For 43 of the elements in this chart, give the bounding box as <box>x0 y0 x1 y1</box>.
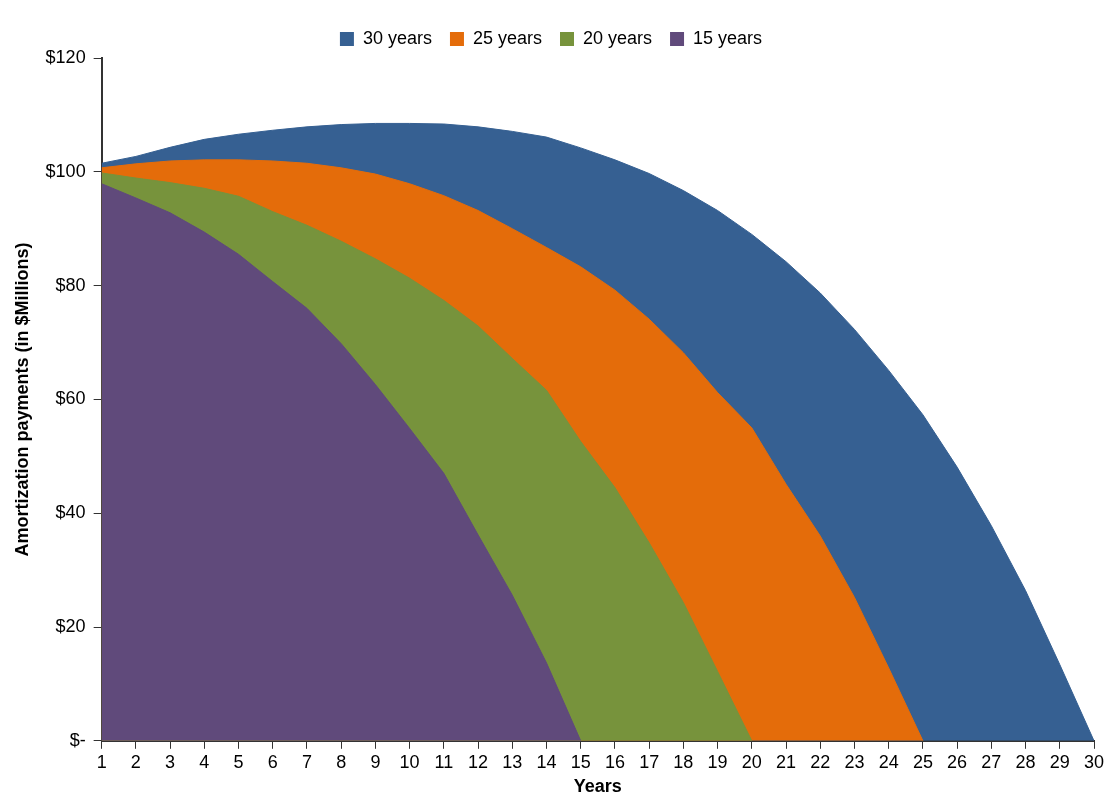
x-tick-label: 14 <box>536 751 557 772</box>
legend-label: 25 years <box>472 27 543 48</box>
x-tick-label: 7 <box>301 751 312 772</box>
x-tick-label: 28 <box>1015 751 1036 772</box>
x-tick-label: 12 <box>468 751 489 772</box>
x-tick-label: 17 <box>639 751 660 772</box>
legend-label: 30 years <box>362 27 432 48</box>
x-tick-label: 13 <box>502 751 523 772</box>
x-axis-title: Years <box>573 776 622 797</box>
x-tick-label: 23 <box>844 751 865 772</box>
x-tick-label: 30 <box>1083 751 1105 772</box>
x-tick-label: 27 <box>981 751 1002 772</box>
y-axis-title: Amortization payments (in $Millions) <box>11 242 32 557</box>
x-tick-label: 16 <box>604 751 625 772</box>
y-tick-label: $80 <box>55 274 86 295</box>
y-tick-label: $40 <box>55 502 86 523</box>
x-tick-label: 26 <box>947 751 968 772</box>
y-tick-label: $20 <box>55 615 86 636</box>
y-tick-label: $100 <box>45 160 86 181</box>
y-tick-label: $- <box>69 729 86 750</box>
x-tick-label: 21 <box>776 751 797 772</box>
legend-label: 20 years <box>583 27 653 48</box>
y-tick-label: $120 <box>45 46 86 67</box>
x-tick-label: 24 <box>878 751 899 772</box>
x-tick-label: 4 <box>199 751 210 772</box>
x-tick-label: 3 <box>165 751 176 772</box>
x-tick-label: 10 <box>399 751 420 772</box>
x-tick-label: 9 <box>370 751 381 772</box>
x-tick-label: 11 <box>434 751 454 772</box>
x-tick-label: 1 <box>96 751 107 772</box>
x-tick-label: 29 <box>1049 751 1070 772</box>
x-tick-label: 8 <box>336 751 347 772</box>
y-tick-label: $60 <box>55 388 86 409</box>
x-tick-label: 5 <box>233 751 244 772</box>
x-tick-label: 25 <box>912 751 933 772</box>
x-tick-label: 19 <box>707 751 728 772</box>
x-tick-label: 18 <box>673 751 694 772</box>
x-tick-label: 22 <box>810 751 831 772</box>
x-tick-label: 15 <box>570 751 591 772</box>
x-tick-label: 20 <box>741 751 762 772</box>
x-tick-label: 6 <box>267 751 278 772</box>
legend-label: 15 years <box>693 27 763 48</box>
x-tick-label: 2 <box>130 751 141 772</box>
